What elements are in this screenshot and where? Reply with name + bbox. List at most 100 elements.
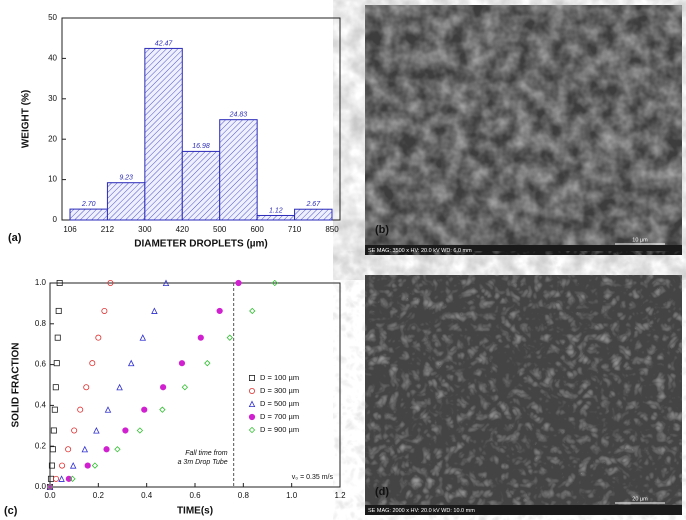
annotation: v₀ = 0.35 m/s — [292, 474, 334, 481]
x-tick-label: 0.0 — [44, 491, 56, 500]
x-tick-label: 710 — [288, 225, 302, 234]
sem-image-d: SE MAG: 2000 x HV: 20.0 kV WD: 10.0 mm 2… — [365, 275, 682, 515]
value-label: 24.83 — [229, 112, 248, 119]
marker — [48, 476, 53, 481]
y-tick-label: 50 — [48, 13, 57, 22]
y-tick-label: 0.2 — [35, 441, 47, 450]
y-tick-label: 0.6 — [35, 360, 47, 369]
marker — [123, 428, 128, 433]
marker — [104, 447, 109, 452]
bar — [220, 120, 257, 220]
marker — [84, 385, 89, 390]
annotation: Fall time from — [185, 450, 228, 457]
legend-label: D = 900 µm — [260, 425, 299, 434]
marker — [142, 407, 147, 412]
panel-label: (a) — [8, 232, 22, 244]
x-axis-title: TIME(s) — [177, 506, 213, 517]
marker — [117, 385, 122, 390]
bar — [182, 151, 219, 220]
marker — [90, 361, 95, 366]
x-tick-label: 106 — [63, 225, 77, 234]
marker — [140, 335, 145, 340]
scale-bar-label: 10 µm — [632, 237, 648, 243]
x-tick-label: 0.8 — [238, 491, 250, 500]
y-tick-label: 0.8 — [35, 319, 47, 328]
bar — [257, 215, 294, 220]
marker — [66, 447, 71, 452]
sem-caption: SE MAG: 3500 x HV: 20.0 kV WD: 6.0 mm — [368, 248, 472, 254]
marker — [115, 447, 120, 452]
marker — [53, 476, 58, 481]
marker — [249, 388, 254, 393]
marker — [92, 463, 97, 468]
y-axis-title: SOLID FRACTION — [11, 343, 22, 428]
marker — [129, 361, 134, 366]
marker — [66, 476, 71, 481]
y-tick-label: 1.0 — [35, 278, 47, 287]
value-label: 9.23 — [119, 175, 133, 182]
marker — [94, 428, 99, 433]
scale-bar-label: 20 µm — [632, 496, 648, 502]
x-axis-title: DIAMETER DROPLETS (µm) — [134, 239, 268, 250]
bar — [107, 183, 144, 220]
x-tick-label: 1.0 — [286, 491, 298, 500]
annotation: a 3m Drop Tube — [178, 459, 228, 466]
y-tick-label: 0 — [53, 215, 58, 224]
sem-caption: SE MAG: 2000 x HV: 20.0 kV WD: 10.0 mm — [368, 508, 475, 514]
marker — [179, 361, 184, 366]
marker — [249, 427, 254, 432]
marker — [51, 428, 56, 433]
y-tick-label: 40 — [48, 54, 57, 63]
x-tick-label: 0.4 — [141, 491, 153, 500]
marker — [236, 280, 241, 285]
marker — [85, 463, 90, 468]
legend-label: D = 500 µm — [260, 399, 299, 408]
x-tick-label: 300 — [138, 225, 152, 234]
marker — [198, 335, 203, 340]
marker — [53, 385, 58, 390]
marker — [50, 447, 55, 452]
marker — [55, 335, 60, 340]
marker — [217, 308, 222, 313]
sem-image-b: SE MAG: 3500 x HV: 20.0 kV WD: 6.0 mm 10… — [365, 5, 682, 255]
marker — [105, 407, 110, 412]
y-tick-label: 0.4 — [35, 401, 47, 410]
value-label: 42.47 — [155, 40, 174, 47]
x-tick-label: 600 — [250, 225, 264, 234]
y-tick-label: 30 — [48, 94, 57, 103]
value-label: 2.67 — [305, 201, 321, 208]
y-tick-label: 10 — [48, 175, 57, 184]
marker — [56, 308, 61, 313]
marker — [161, 385, 166, 390]
marker — [182, 385, 187, 390]
value-label: 16.98 — [192, 143, 210, 150]
x-tick-label: 1.2 — [334, 491, 346, 500]
marker — [160, 407, 165, 412]
marker — [54, 361, 59, 366]
legend-label: D = 300 µm — [260, 386, 299, 395]
marker — [137, 428, 142, 433]
marker — [249, 414, 254, 419]
legend-label: D = 100 µm — [260, 373, 299, 382]
bar — [145, 48, 182, 220]
x-tick-label: 0.2 — [93, 491, 105, 500]
x-tick-label: 500 — [213, 225, 227, 234]
marker — [227, 335, 232, 340]
marker — [47, 484, 52, 489]
panel-label: (d) — [375, 486, 389, 498]
marker — [72, 428, 77, 433]
x-tick-label: 212 — [101, 225, 115, 234]
y-axis-title: WEIGHT (%) — [21, 90, 32, 148]
marker — [250, 308, 255, 313]
panel-label: (b) — [375, 224, 389, 236]
x-tick-label: 0.6 — [189, 491, 201, 500]
figure: SE MAG: 3500 x HV: 20.0 kV WD: 6.0 mm 10… — [0, 0, 686, 520]
marker — [82, 447, 87, 452]
marker — [249, 375, 254, 380]
marker — [152, 308, 157, 313]
marker — [205, 361, 210, 366]
marker — [59, 476, 64, 481]
marker — [249, 401, 254, 406]
panel-label: (c) — [4, 505, 18, 517]
x-tick-label: 420 — [176, 225, 190, 234]
